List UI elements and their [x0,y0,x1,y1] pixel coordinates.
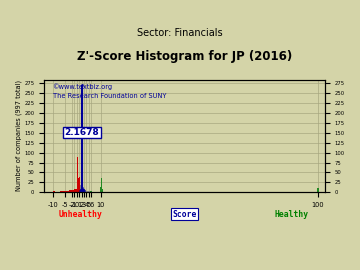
Bar [67,191,69,192]
Bar [317,188,319,192]
Bar [77,157,78,192]
Bar [100,187,101,192]
Bar [91,191,92,192]
Bar [88,191,89,192]
Bar [101,178,102,192]
Bar [74,189,77,192]
Bar [83,189,84,192]
Text: The Research Foundation of SUNY: The Research Foundation of SUNY [53,93,166,99]
Bar [62,191,65,192]
Text: 2.1678: 2.1678 [64,128,99,137]
Bar [87,191,88,192]
Bar [89,191,90,192]
Bar [72,190,74,192]
Bar [80,185,81,192]
Bar [92,191,93,192]
Text: Score: Score [172,210,197,219]
Bar [79,177,80,192]
Title: Z'-Score Histogram for JP (2016): Z'-Score Histogram for JP (2016) [77,50,292,63]
Text: ©www.textbiz.org: ©www.textbiz.org [53,83,113,90]
Bar [90,191,91,192]
Bar [81,187,82,192]
Text: Healthy: Healthy [274,210,309,219]
Bar [84,190,85,192]
Bar [86,191,87,192]
Text: Sector: Financials: Sector: Financials [137,28,223,38]
Bar [85,190,86,192]
Bar [69,190,72,192]
Bar [82,188,83,192]
Bar [78,178,79,192]
Y-axis label: Number of companies (997 total): Number of companies (997 total) [15,80,22,191]
Bar [65,191,67,192]
Bar [60,191,62,192]
Bar [53,191,55,192]
Text: Unhealthy: Unhealthy [59,210,103,219]
Bar [102,189,103,192]
